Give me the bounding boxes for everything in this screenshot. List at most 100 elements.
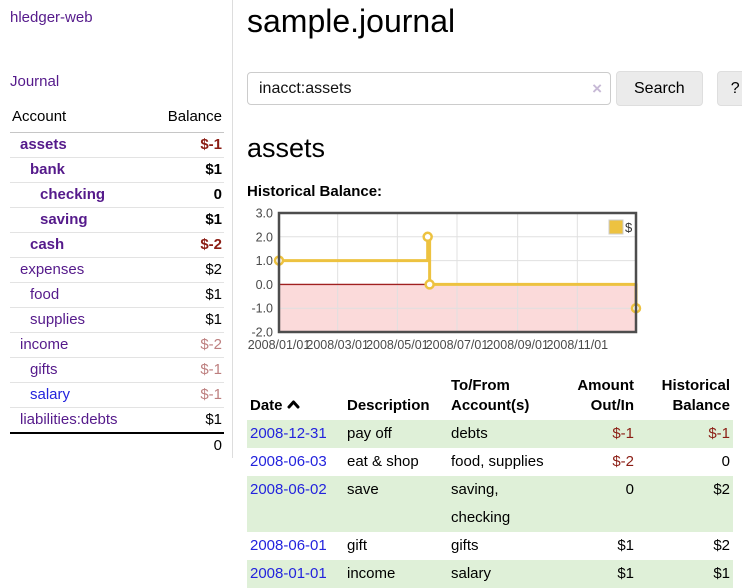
sidebar-item-journal[interactable]: Journal	[10, 73, 60, 90]
account-balance: $-2	[148, 332, 224, 358]
transaction-date-cell: 2008-06-03	[247, 448, 344, 476]
account-link[interactable]: income	[20, 336, 69, 353]
account-row: bank $1	[10, 157, 224, 183]
account-balance: $-1	[148, 357, 224, 383]
search-bar: × Search ?	[247, 71, 742, 106]
transaction-date-cell: 2008-06-01	[247, 532, 344, 560]
transaction-amount: $-2	[612, 453, 634, 470]
account-link[interactable]: liabilities:debts	[20, 411, 118, 428]
account-balance: $-1	[200, 136, 222, 153]
register-table: Date Description To/From Account(s) Amou…	[247, 374, 733, 588]
transaction-date-cell: 2008-06-02	[247, 476, 344, 532]
transaction-date-link[interactable]: 2008-12-31	[250, 425, 327, 442]
account-name-cell: food	[10, 282, 149, 308]
svg-text:2008/03/01: 2008/03/01	[306, 338, 369, 352]
register-header-amount: Amount Out/In	[577, 377, 634, 414]
account-link[interactable]: salary	[30, 386, 71, 403]
register-header-description: Description	[347, 397, 430, 414]
transaction-amount: $1	[617, 537, 634, 554]
register-header-accounts: To/From Account(s)	[451, 377, 530, 414]
transaction-accounts: food, supplies	[451, 453, 544, 470]
account-balance: $1	[148, 307, 224, 333]
account-name-cell: supplies	[10, 307, 149, 333]
transaction-balance: $-1	[708, 425, 730, 442]
svg-text:2008/05/01: 2008/05/01	[366, 338, 429, 352]
register-header-date[interactable]: Date	[247, 374, 344, 420]
transaction-description: pay off	[347, 425, 392, 442]
account-balance: $1	[148, 207, 224, 233]
transaction-date-link[interactable]: 2008-06-02	[250, 481, 327, 498]
account-link[interactable]: checking	[40, 186, 106, 203]
accounts-total-value: 0	[148, 432, 224, 458]
search-help-button[interactable]: ?	[716, 71, 742, 106]
page-title: sample.journal	[247, 3, 456, 39]
register-row: 2008-06-03 eat & shop food, supplies $-2 0	[247, 448, 733, 476]
account-row: assets $-1	[10, 133, 224, 158]
account-name-cell: income	[10, 332, 149, 358]
account-balance: $1	[148, 282, 224, 308]
account-link[interactable]: expenses	[20, 261, 85, 278]
account-row: gifts $-1	[10, 357, 224, 383]
account-name-cell: gifts	[10, 357, 149, 383]
transaction-description: income	[347, 565, 396, 582]
transaction-description: gift	[347, 537, 368, 554]
transaction-date-link[interactable]: 2008-01-01	[250, 565, 327, 582]
register-row: 2008-06-01 gift gifts $1 $2	[247, 532, 733, 560]
historical-balance-chart: $3.0 2.0 1.0 0.0 -1.0 -2.02008/01/012008/03/0…	[248, 208, 642, 352]
transaction-description: save	[347, 481, 379, 498]
accounts-table: Account Balance assets $-1 bank $1 checking 0…	[10, 107, 224, 458]
account-name-cell: salary	[10, 382, 149, 408]
account-link[interactable]: food	[30, 286, 60, 303]
main-content: sample.journal × Search ? assets Histori…	[233, 0, 742, 588]
transaction-date-link[interactable]: 2008-06-03	[250, 453, 327, 470]
account-name-cell: bank	[10, 157, 149, 183]
search-input-wrap: ×	[247, 72, 611, 105]
account-link[interactable]: cash	[30, 236, 65, 253]
transaction-date-cell: 2008-12-31	[247, 420, 344, 448]
accounts-header-balance: Balance	[148, 107, 224, 133]
transaction-accounts: gifts	[451, 537, 479, 554]
transaction-description: eat & shop	[347, 453, 419, 470]
clear-search-icon[interactable]: ×	[592, 78, 602, 98]
account-balance: $2	[148, 257, 224, 283]
register-row: 2008-01-01 income salary $1 $1	[247, 560, 733, 588]
transaction-balance: 0	[721, 453, 730, 470]
search-button[interactable]: Search	[616, 71, 703, 106]
account-link[interactable]: gifts	[30, 361, 58, 378]
accounts-total-row: 0	[10, 432, 224, 458]
transaction-accounts: saving, checking	[451, 481, 511, 526]
account-link[interactable]: bank	[30, 161, 66, 178]
account-page-title: assets	[247, 133, 326, 163]
svg-text:-2.0: -2.0	[251, 326, 273, 340]
account-link[interactable]: saving	[40, 211, 88, 228]
svg-text:1.0: 1.0	[256, 254, 273, 268]
svg-text:3.0: 3.0	[256, 208, 273, 221]
accounts-header-account: Account	[10, 107, 149, 133]
transaction-accounts: debts	[451, 425, 488, 442]
account-link[interactable]: supplies	[30, 311, 86, 328]
account-balance: 0	[148, 182, 224, 208]
svg-text:2008/11/01: 2008/11/01	[546, 338, 608, 352]
account-balance: $1	[148, 157, 224, 183]
svg-text:$: $	[625, 220, 633, 235]
account-name-cell: assets	[10, 133, 149, 158]
register-row: 2008-06-02 save saving, checking 0 $2	[247, 476, 733, 532]
accounts-total-spacer	[10, 432, 149, 458]
sort-ascending-icon	[287, 395, 300, 415]
account-name-cell: expenses	[10, 257, 149, 283]
svg-text:2008/07/01: 2008/07/01	[426, 338, 489, 352]
app-brand-link[interactable]: hledger-web	[10, 9, 93, 26]
account-row: saving $1	[10, 207, 224, 233]
transaction-amount: $1	[617, 565, 634, 582]
account-row: cash $-2	[10, 232, 224, 258]
account-link[interactable]: assets	[20, 136, 67, 153]
register-row: 2008-12-31 pay off debts $-1 $-1	[247, 420, 733, 448]
search-input[interactable]	[247, 72, 611, 105]
account-row: supplies $1	[10, 307, 224, 333]
transaction-date-link[interactable]: 2008-06-01	[250, 537, 327, 554]
account-name-cell: liabilities:debts	[10, 407, 149, 433]
account-name-cell: checking	[10, 182, 149, 208]
account-row: income $-2	[10, 332, 224, 358]
account-balance: $-2	[148, 232, 224, 258]
